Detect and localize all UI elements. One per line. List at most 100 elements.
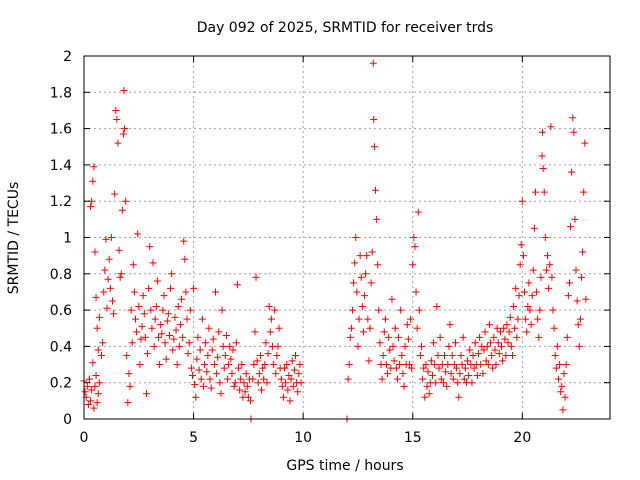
data-point: [144, 350, 152, 358]
data-point: [139, 292, 147, 300]
data-point: [107, 234, 115, 241]
data-point: [448, 351, 456, 359]
data-point: [216, 379, 224, 387]
y-tick-label: 0.2: [50, 376, 72, 392]
axis-ticks: 00.20.40.60.811.21.41.61.820 5 10 15 20: [50, 49, 610, 446]
data-point: [142, 390, 150, 398]
data-point: [137, 335, 145, 343]
data-point: [548, 273, 556, 281]
data-point: [108, 297, 116, 305]
data-point: [456, 370, 464, 378]
data-point: [84, 400, 92, 408]
data-point: [118, 206, 126, 214]
y-tick-label: 0.4: [50, 339, 72, 355]
data-point: [250, 361, 258, 369]
data-point: [226, 342, 234, 350]
data-point: [99, 339, 107, 347]
data-point: [243, 382, 251, 390]
data-point: [221, 351, 229, 359]
data-point: [152, 302, 160, 310]
data-point: [196, 346, 204, 354]
data-point: [197, 375, 205, 383]
y-tick-label: 1.4: [50, 158, 72, 174]
data-point: [441, 351, 449, 359]
data-point: [410, 234, 418, 241]
data-point: [105, 255, 113, 263]
data-point: [396, 361, 404, 369]
data-point: [182, 288, 190, 296]
data-point: [537, 273, 545, 281]
data-point: [123, 351, 131, 359]
data-point: [173, 361, 181, 369]
data-point: [436, 333, 444, 341]
data-point: [482, 357, 490, 365]
data-point: [222, 332, 230, 340]
data-point: [103, 304, 111, 312]
data-point: [412, 288, 420, 296]
data-point: [128, 339, 136, 347]
data-point: [373, 215, 381, 223]
data-point: [156, 361, 164, 369]
data-point: [255, 370, 263, 378]
data-point: [487, 339, 495, 347]
data-point: [212, 288, 219, 296]
data-point: [524, 302, 532, 310]
data-point: [355, 315, 363, 323]
data-point: [151, 315, 159, 323]
data-point: [421, 393, 429, 401]
data-point: [253, 357, 261, 365]
data-point: [167, 284, 175, 292]
data-point: [544, 252, 552, 260]
data-point: [572, 266, 580, 274]
data-point: [455, 393, 463, 401]
data-point: [437, 375, 445, 383]
data-point: [213, 370, 221, 378]
data-point: [468, 379, 476, 387]
data-point: [244, 393, 252, 401]
data-point: [513, 333, 521, 341]
data-point: [434, 351, 442, 359]
data-point: [214, 353, 222, 361]
data-point: [361, 292, 369, 300]
data-point: [136, 361, 144, 369]
data-point: [115, 246, 123, 254]
data-point: [146, 243, 154, 251]
data-point: [397, 306, 405, 314]
data-point: [294, 388, 302, 396]
data-point: [521, 288, 529, 296]
data-point: [235, 364, 243, 372]
data-point: [519, 252, 527, 260]
data-point: [419, 375, 427, 383]
data-point: [579, 248, 587, 256]
data-point: [159, 306, 167, 314]
data-point: [476, 333, 484, 341]
data-point: [424, 368, 432, 376]
data-point: [420, 364, 428, 372]
data-point: [348, 306, 356, 314]
data-point: [87, 397, 95, 405]
data-point: [129, 261, 137, 269]
y-tick-label: 0.6: [50, 303, 72, 319]
data-point: [564, 292, 572, 300]
data-point: [464, 357, 472, 365]
data-point: [392, 364, 400, 372]
data-point: [149, 259, 157, 267]
data-point: [453, 364, 461, 372]
data-point: [358, 302, 366, 310]
x-tick-label: 5: [189, 430, 198, 446]
data-point: [277, 375, 285, 383]
data-point: [187, 364, 195, 372]
data-point: [100, 288, 108, 296]
data-point: [485, 321, 493, 329]
data-point: [141, 333, 149, 341]
data-point: [430, 339, 438, 347]
data-point: [500, 324, 508, 332]
data-point: [489, 364, 497, 372]
data-point: [499, 357, 507, 365]
data-point: [95, 379, 103, 387]
data-point: [81, 388, 89, 396]
data-point: [150, 342, 158, 350]
data-point: [228, 370, 236, 378]
data-point: [351, 259, 359, 267]
data-point: [363, 252, 371, 260]
